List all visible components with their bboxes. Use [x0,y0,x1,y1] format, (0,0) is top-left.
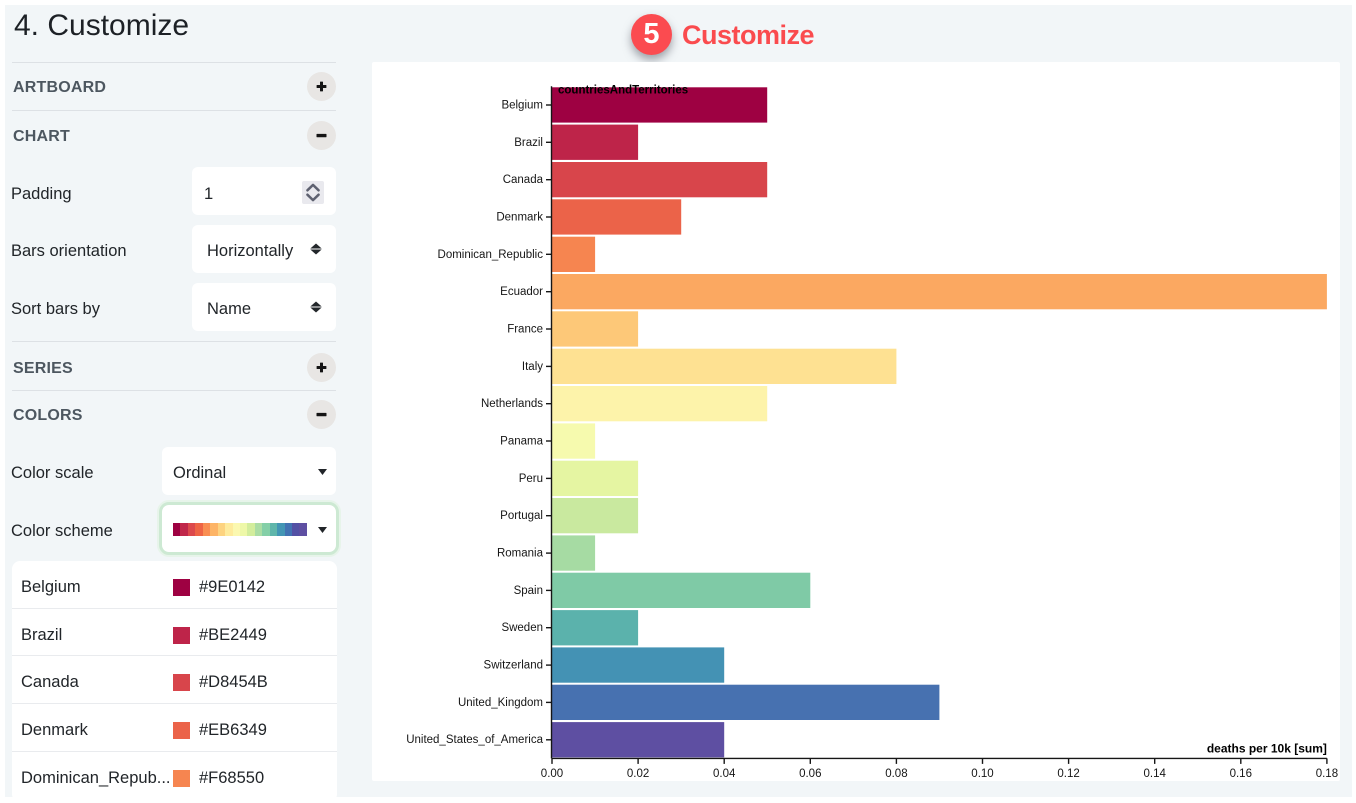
svg-text:0.08: 0.08 [885,768,907,780]
svg-text:Denmark: Denmark [496,212,543,224]
svg-text:0.14: 0.14 [1144,768,1167,780]
svg-text:Ecuador: Ecuador [500,286,543,298]
svg-text:0.00: 0.00 [541,768,563,780]
svg-text:0.16: 0.16 [1230,768,1252,780]
svg-text:Brazil: Brazil [514,137,543,149]
svg-text:0.12: 0.12 [1057,768,1079,780]
svg-text:Netherlands: Netherlands [481,398,543,410]
svg-text:Canada: Canada [503,174,544,186]
svg-text:Panama: Panama [500,436,543,448]
svg-text:France: France [507,324,543,336]
svg-text:Spain: Spain [514,585,543,597]
svg-text:Peru: Peru [519,473,543,485]
svg-text:0.18: 0.18 [1316,768,1338,780]
svg-text:Sweden: Sweden [501,622,543,634]
svg-text:Belgium: Belgium [501,100,543,112]
svg-text:United_States_of_America: United_States_of_America [406,734,543,746]
svg-text:Romania: Romania [497,548,544,560]
svg-text:deaths per 10k [sum]: deaths per 10k [sum] [1207,741,1327,755]
svg-text:0.04: 0.04 [713,768,736,780]
svg-text:countriesAndTerritories: countriesAndTerritories [558,85,688,97]
svg-text:United_Kingdom: United_Kingdom [458,697,543,709]
svg-text:0.02: 0.02 [627,768,649,780]
svg-text:0.06: 0.06 [799,768,821,780]
svg-text:Italy: Italy [522,361,543,373]
svg-text:Switzerland: Switzerland [484,660,543,672]
svg-text:0.10: 0.10 [971,768,993,780]
svg-text:Dominican_Republic: Dominican_Republic [438,249,544,261]
svg-text:Portugal: Portugal [500,510,543,522]
